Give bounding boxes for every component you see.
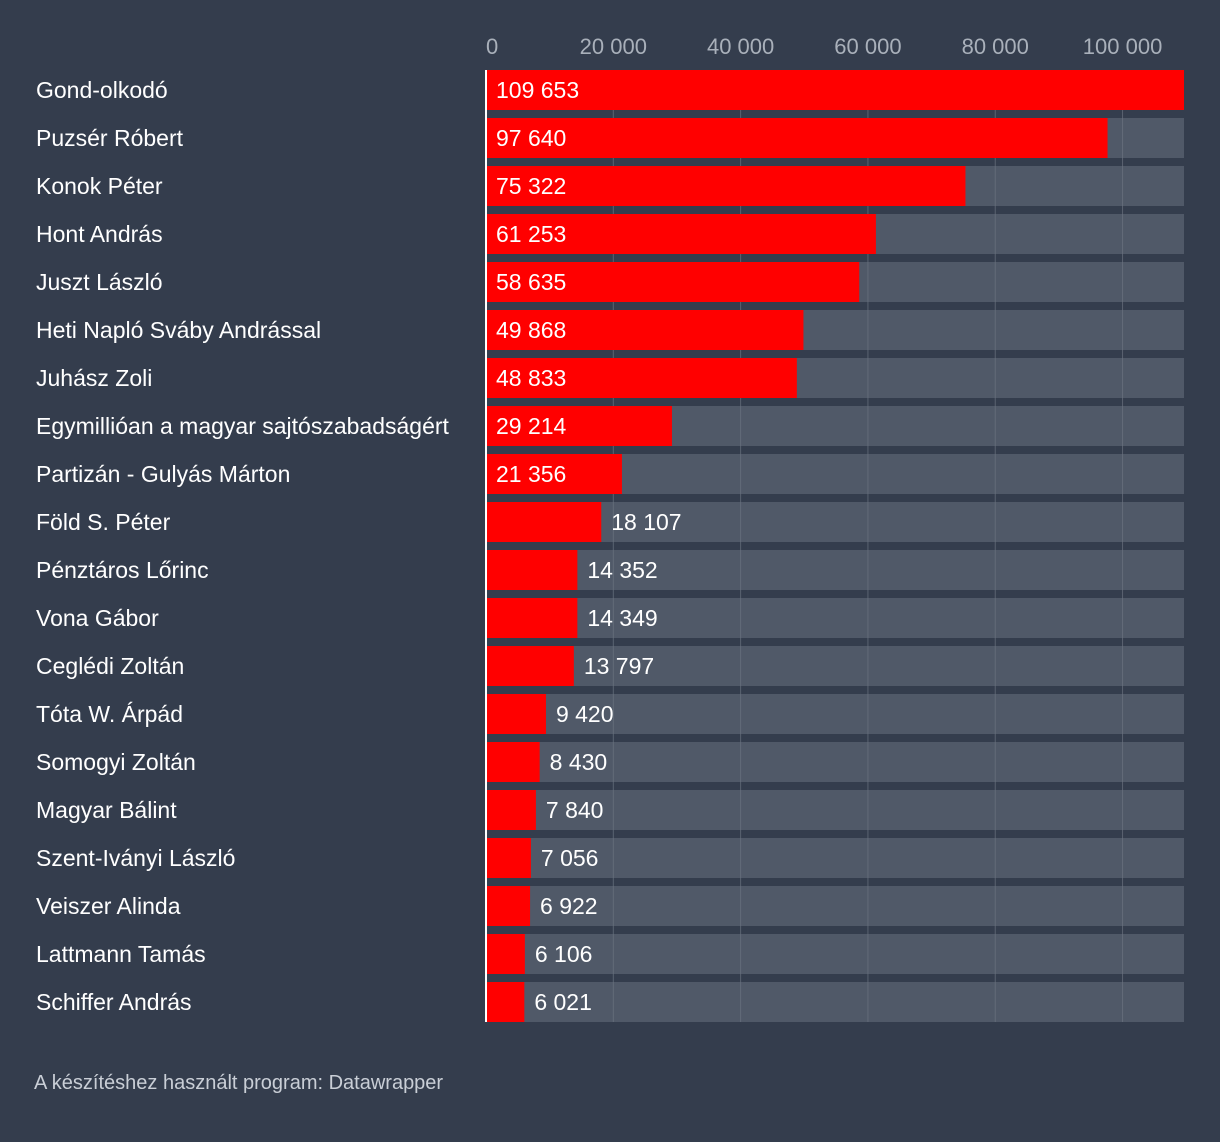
category-label: Juhász Zoli <box>36 365 152 391</box>
bar <box>486 166 966 206</box>
value-label: 18 107 <box>611 509 681 535</box>
bar <box>486 934 525 974</box>
bar-track <box>486 838 1184 878</box>
category-label: Heti Napló Sváby Andrással <box>36 317 321 343</box>
bar-track <box>486 694 1184 734</box>
category-label: Somogyi Zoltán <box>36 749 196 775</box>
category-label: Konok Péter <box>36 173 163 199</box>
bar <box>486 646 574 686</box>
bar-track <box>486 646 1184 686</box>
bar <box>486 886 531 926</box>
category-label: Puzsér Róbert <box>36 125 184 151</box>
value-label: 109 653 <box>496 77 579 103</box>
bar-track <box>486 982 1184 1022</box>
category-label: Tóta W. Árpád <box>36 701 183 727</box>
category-label: Schiffer András <box>36 989 192 1015</box>
value-label: 58 635 <box>496 269 566 295</box>
value-label: 29 214 <box>496 413 567 439</box>
bar <box>486 982 525 1022</box>
value-label: 97 640 <box>496 125 566 151</box>
category-label: Ceglédi Zoltán <box>36 653 184 679</box>
bar <box>486 694 546 734</box>
category-label: Hont András <box>36 221 163 247</box>
category-label: Partizán - Gulyás Márton <box>36 461 290 487</box>
value-label: 9 420 <box>556 701 614 727</box>
bar <box>486 502 602 542</box>
bar <box>486 742 540 782</box>
bar <box>486 790 536 830</box>
value-label: 6 021 <box>534 989 592 1015</box>
value-label: 6 106 <box>535 941 593 967</box>
source-footer: A készítéshez használt program: Datawrap… <box>34 1072 444 1094</box>
x-tick-label: 60 000 <box>834 34 901 59</box>
bar-track <box>486 598 1184 638</box>
bar <box>486 310 804 350</box>
value-label: 14 352 <box>587 557 657 583</box>
bar-track <box>486 934 1184 974</box>
category-label: Szent-Iványi László <box>36 845 235 871</box>
bar <box>486 598 578 638</box>
value-label: 14 349 <box>587 605 657 631</box>
bar <box>486 550 578 590</box>
value-label: 75 322 <box>496 173 566 199</box>
bar <box>486 358 797 398</box>
bar <box>486 118 1108 158</box>
bar-track <box>486 550 1184 590</box>
value-label: 7 056 <box>541 845 599 871</box>
x-tick-label: 20 000 <box>580 34 647 59</box>
value-label: 13 797 <box>584 653 654 679</box>
category-label: Lattmann Tamás <box>36 941 206 967</box>
value-label: 21 356 <box>496 461 566 487</box>
value-label: 8 430 <box>550 749 608 775</box>
x-tick-label: 0 <box>486 34 498 59</box>
bar <box>486 838 531 878</box>
bar-track <box>486 742 1184 782</box>
bar <box>486 214 876 254</box>
bar <box>486 406 672 446</box>
category-label: Föld S. Péter <box>36 509 171 535</box>
category-label: Pénztáros Lőrinc <box>36 557 209 583</box>
x-tick-label: 80 000 <box>962 34 1029 59</box>
bar-track <box>486 502 1184 542</box>
category-label: Gond-olkodó <box>36 77 168 103</box>
category-label: Veiszer Alinda <box>36 893 181 919</box>
category-label: Juszt László <box>36 269 163 295</box>
value-label: 61 253 <box>496 221 566 247</box>
category-label: Vona Gábor <box>36 605 159 631</box>
value-label: 49 868 <box>496 317 566 343</box>
x-tick-label: 40 000 <box>707 34 774 59</box>
bar-track <box>486 790 1184 830</box>
category-label: Magyar Bálint <box>36 797 177 823</box>
value-label: 7 840 <box>546 797 604 823</box>
x-tick-label: 100 000 <box>1083 34 1163 59</box>
bar <box>486 262 860 302</box>
value-label: 48 833 <box>496 365 566 391</box>
bar-chart: 0 20 000 40 000 60 000 80 000 100 000 Gond-olk… <box>36 34 1184 1022</box>
bar <box>486 454 622 494</box>
bar <box>486 70 1184 110</box>
bar-track <box>486 886 1184 926</box>
category-label: Egymillióan a magyar sajtószabadságért <box>36 413 450 439</box>
value-label: 6 922 <box>540 893 598 919</box>
